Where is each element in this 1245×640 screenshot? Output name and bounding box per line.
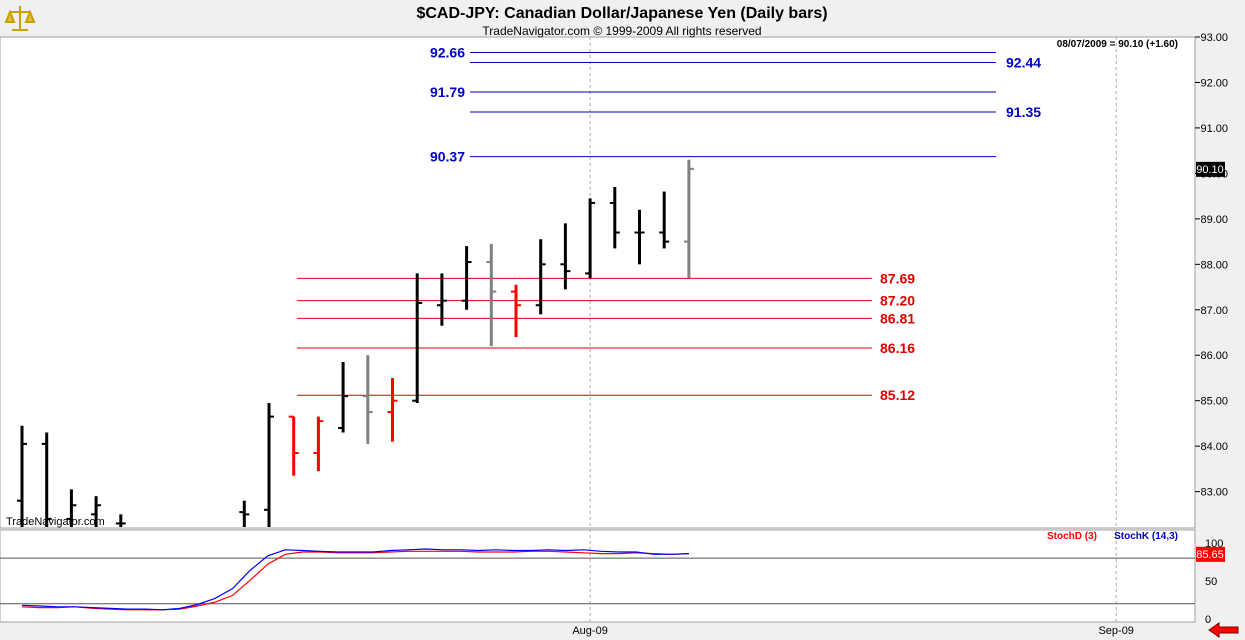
stochastic-lines bbox=[0, 548, 1195, 611]
watermark: TradeNavigator.com bbox=[6, 516, 105, 528]
price-bar bbox=[91, 496, 102, 527]
stoch-tick-label: 50 bbox=[1205, 576, 1217, 588]
last-price-info: 08/07/2009 = 90.10 (+1.60) bbox=[1057, 39, 1178, 50]
price-bar bbox=[511, 284, 521, 338]
y-tick-label: 88.00 bbox=[1200, 259, 1228, 271]
y-tick-label: 93.00 bbox=[1200, 32, 1228, 44]
y-tick-label: 84.00 bbox=[1200, 441, 1228, 453]
price-bar bbox=[387, 377, 398, 442]
stoch-series-line bbox=[21, 548, 689, 611]
price-bar bbox=[609, 187, 620, 249]
stoch-d-legend: StochD (3) bbox=[1047, 531, 1097, 542]
resistance-label: 91.79 bbox=[430, 84, 465, 100]
support-label: 86.81 bbox=[880, 310, 915, 326]
price-bar bbox=[535, 239, 546, 315]
copyright-text: TradeNavigator.com © 1999-2009 All right… bbox=[482, 24, 761, 38]
price-bar bbox=[560, 223, 571, 290]
resistance-label: 91.35 bbox=[1006, 104, 1041, 120]
y-tick-label: 89.00 bbox=[1200, 214, 1228, 226]
stoch-value-marker bbox=[1196, 546, 1225, 562]
price-bar bbox=[115, 514, 126, 527]
price-bar bbox=[683, 159, 694, 278]
price-bar bbox=[461, 246, 472, 310]
resistance-label: 90.37 bbox=[430, 149, 465, 165]
y-tick-label: 91.00 bbox=[1200, 123, 1228, 135]
chart-title: $CAD-JPY: Canadian Dollar/Japanese Yen (… bbox=[416, 5, 827, 22]
price-bar bbox=[338, 362, 349, 433]
y-tick-label: 83.00 bbox=[1200, 487, 1228, 499]
price-bar bbox=[362, 355, 373, 444]
y-tick-label: 87.00 bbox=[1200, 305, 1228, 317]
x-tick-label: Aug-09 bbox=[572, 625, 607, 637]
price-bar bbox=[288, 415, 299, 476]
price-bar bbox=[412, 273, 423, 403]
left-arrow-icon[interactable] bbox=[1208, 622, 1239, 638]
resistance-label: 92.66 bbox=[430, 44, 465, 60]
price-bar bbox=[239, 500, 250, 527]
support-label: 87.20 bbox=[880, 293, 915, 309]
last-price-label: 90.10 bbox=[1196, 164, 1224, 176]
price-bars bbox=[17, 159, 694, 527]
price-bar bbox=[66, 489, 77, 527]
price-bar bbox=[41, 432, 52, 527]
date-axis: Aug-09 Sep-09 bbox=[572, 625, 1134, 637]
resistance-label: 92.44 bbox=[1006, 54, 1041, 70]
price-panel[interactable] bbox=[0, 36, 1196, 529]
y-tick-label: 92.00 bbox=[1200, 77, 1228, 89]
x-tick-label: Sep-09 bbox=[1098, 625, 1133, 637]
price-bar bbox=[486, 243, 497, 347]
price-bar bbox=[436, 273, 447, 326]
price-bar bbox=[659, 191, 670, 249]
price-bar bbox=[585, 198, 596, 278]
support-label: 85.12 bbox=[880, 387, 915, 403]
level-lines: 92.66 92.44 91.79 91.35 90.37 87.69 87.2086.81… bbox=[297, 44, 1041, 403]
support-label: 87.69 bbox=[880, 270, 915, 286]
price-bar bbox=[313, 416, 324, 472]
stochastic-panel[interactable] bbox=[0, 529, 1196, 623]
stoch-k-legend: StochK (14,3) bbox=[1114, 531, 1178, 542]
last-price-marker bbox=[1196, 161, 1225, 177]
y-tick-label: 86.00 bbox=[1200, 350, 1228, 362]
stoch-value-label: 85.65 bbox=[1196, 549, 1224, 561]
stoch-series-line bbox=[21, 550, 689, 611]
y-tick-label: 85.00 bbox=[1200, 396, 1228, 408]
price-bar bbox=[17, 425, 27, 527]
month-separators bbox=[589, 37, 1117, 622]
price-bar bbox=[264, 402, 274, 527]
logo-icon[interactable] bbox=[4, 2, 36, 36]
stoch-tick-label: 0 bbox=[1205, 614, 1211, 626]
support-label: 86.16 bbox=[880, 340, 915, 356]
price-bar bbox=[634, 209, 645, 265]
